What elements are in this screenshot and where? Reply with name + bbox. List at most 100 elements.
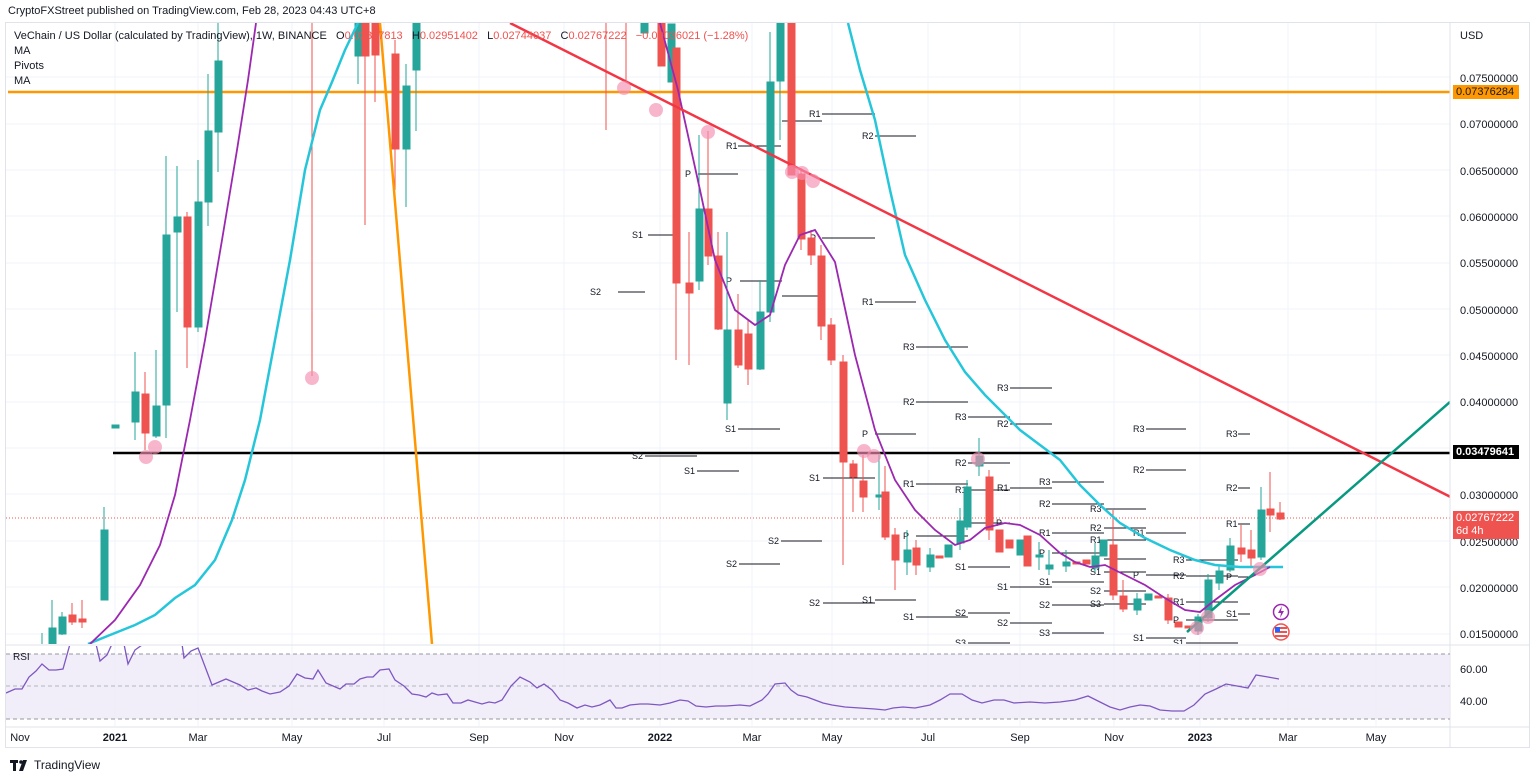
svg-text:S2: S2 [726,559,737,569]
svg-text:S1: S1 [997,582,1008,592]
svg-text:S2: S2 [955,608,966,618]
svg-text:S1: S1 [809,473,820,483]
open-value: 0.02827813 [344,30,403,42]
time-axis-label: May [821,732,843,744]
svg-text:P: P [996,518,1002,528]
orange-level-tag: 0.07376284 [1453,85,1519,99]
low-value: 0.02744037 [493,30,552,42]
price-tick: 0.01500000 [1460,629,1519,641]
svg-text:S1: S1 [632,230,643,240]
bar-countdown: 6d 4h [1456,525,1484,537]
price-tick: 0.02500000 [1460,537,1519,549]
currency-label: USD [1460,30,1484,42]
symbol-row[interactable]: VeChain / US Dollar (calculated by Tradi… [14,29,748,44]
svg-text:S1: S1 [1173,638,1184,648]
svg-text:R3: R3 [955,412,967,422]
svg-text:P: P [1226,572,1232,582]
rsi-label[interactable]: RSI [13,652,30,663]
svg-text:S1: S1 [1226,609,1237,619]
symbol-title: VeChain / US Dollar (calculated by Tradi… [14,30,327,42]
lightning-event-icon[interactable] [1272,603,1290,621]
time-axis-label: 2023 [1187,732,1213,744]
svg-text:R1: R1 [1090,535,1102,545]
svg-text:S3: S3 [955,638,966,648]
indicator-pivots[interactable]: Pivots [14,60,44,72]
svg-text:R3: R3 [903,342,915,352]
indicator-ma-2[interactable]: MA [14,75,31,87]
svg-text:S1: S1 [1133,633,1144,643]
svg-text:R3: R3 [1090,504,1102,514]
svg-text:R1: R1 [809,109,821,119]
time-axis-label: Mar [188,732,208,744]
svg-text:S3: S3 [1090,599,1101,609]
rsi-line [6,646,1280,712]
low-label: L [487,30,494,42]
svg-text:R3: R3 [1039,477,1051,487]
svg-text:S2: S2 [809,598,820,608]
svg-text:R1: R1 [903,479,915,489]
svg-text:R1: R1 [1173,597,1185,607]
svg-text:P: P [1133,570,1139,580]
svg-text:P: P [1039,548,1045,558]
svg-text:R2: R2 [1039,499,1051,509]
last-price-value: 0.02767222 [1456,512,1515,524]
svg-text:R3: R3 [1173,555,1185,565]
time-axis-label: Mar [742,732,762,744]
price-tick: 0.05000000 [1460,305,1519,317]
time-axis-label: Jul [920,732,936,744]
close-label: C [560,30,569,42]
svg-text:R3: R3 [997,383,1009,393]
open-label: O [336,30,345,42]
green-ascending-trendline [1186,401,1450,633]
time-axis-label: 2022 [647,732,673,744]
svg-text:S2: S2 [768,536,779,546]
indicator-ma-1[interactable]: MA [14,45,31,57]
publish-info: CryptoFXStreet published on TradingView.… [8,5,376,17]
price-tick: 0.04500000 [1460,351,1519,363]
svg-text:S1: S1 [862,595,873,605]
svg-text:S2: S2 [1039,600,1050,610]
time-axis-label: Sep [469,732,489,744]
svg-text:R2: R2 [1226,483,1238,493]
price-tick: 0.05500000 [1460,258,1519,270]
price-tick: 0.03000000 [1460,490,1519,502]
tradingview-footer[interactable]: TradingView [10,758,100,772]
ma-fast-line [89,23,1271,644]
svg-text:P: P [685,169,691,179]
svg-text:R3: R3 [1226,429,1238,439]
svg-text:R1: R1 [862,297,874,307]
svg-text:R2: R2 [1090,523,1102,533]
svg-text:S1: S1 [955,562,966,572]
time-axis-label: Nov [1104,732,1124,744]
svg-text:R1: R1 [1226,519,1238,529]
svg-text:R1: R1 [1039,528,1051,538]
change-value: −0.00036021 (−1.28%) [635,30,749,42]
price-tick: 0.07000000 [1460,119,1519,131]
svg-text:S2: S2 [632,451,643,461]
chart-frame [5,22,1530,748]
candles [41,23,1285,644]
svg-text:S1: S1 [725,424,736,434]
high-label: H [411,30,420,42]
time-axis-label: May [1365,732,1387,744]
ma-slow-line [87,23,1283,644]
rsi-pane [6,646,1450,720]
svg-text:P: P [862,429,868,439]
rsi-tick: 40.00 [1460,696,1488,708]
us-flag-event-icon[interactable] [1272,623,1290,641]
pivot-levels: S2 S1 P R1 P R1 R2 P R1 R3 R2 S1 P S2 S1… [590,109,1250,648]
price-tick: 0.07500000 [1460,73,1519,85]
svg-text:R2: R2 [955,458,967,468]
svg-text:S3: S3 [1039,628,1050,638]
svg-text:P: P [1173,615,1179,625]
svg-text:S2: S2 [997,618,1008,628]
time-axis-label: Jul [376,732,392,744]
svg-text:S1: S1 [1039,577,1050,587]
price-tick: 0.02000000 [1460,583,1519,595]
high-value: 0.02951402 [419,30,478,42]
time-axis-label: Sep [1010,732,1030,744]
time-axis-label: Nov [554,732,574,744]
price-tick: 0.04000000 [1460,397,1519,409]
svg-text:S1: S1 [1090,567,1101,577]
